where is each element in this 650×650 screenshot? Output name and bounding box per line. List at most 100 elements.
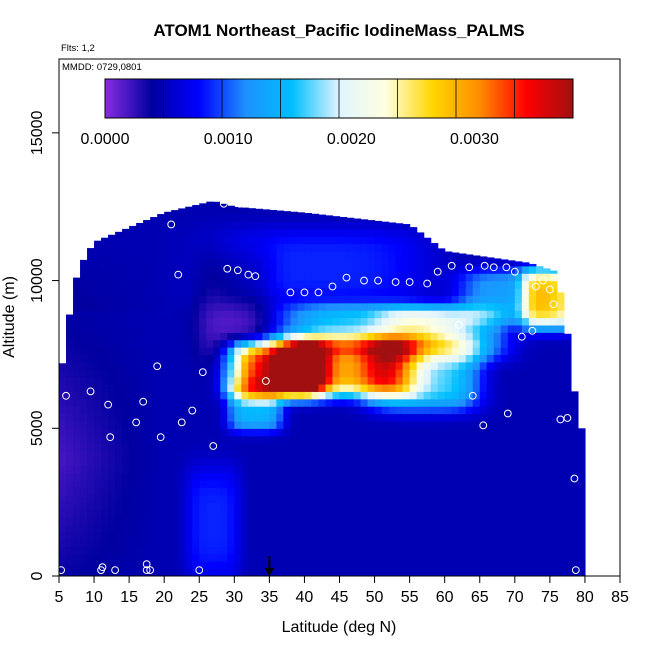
heatmap-cell [164,465,172,474]
heatmap-cell [367,339,376,348]
heatmap-cell [311,561,320,570]
heatmap-cell [101,568,109,576]
heatmap-cell [241,465,249,474]
heatmap-cell [423,443,432,452]
heatmap-cell [283,273,292,282]
heatmap-cell [206,524,214,533]
heatmap-cell [199,203,207,208]
heatmap-cell [234,561,242,570]
heatmap-cell [297,243,306,252]
x-axis: 5 10 15 20 25 30 35 40 45 50 55 60 65 70 75 80 85 [55,576,629,606]
heatmap-cell [409,546,418,555]
heatmap-cell [171,524,179,533]
heatmap-cell [570,443,579,452]
heatmap-cell [304,524,313,533]
heatmap-cell [514,457,523,466]
heatmap-cell [493,310,502,319]
heatmap-cell [290,347,299,356]
heatmap-cell [122,553,130,562]
heatmap-cell [318,487,327,496]
heatmap-cell [472,509,481,518]
heatmap-cell [388,502,397,511]
heatmap-cell [353,450,362,459]
heatmap-cell [444,361,453,370]
heatmap-cell [346,465,355,474]
heatmap-cell [458,450,467,459]
heatmap-cell [402,546,411,555]
heatmap-cell [94,413,102,422]
x-tick-label: 80 [576,589,594,606]
heatmap-cell [143,435,151,444]
heatmap-cell [311,524,320,533]
heatmap-cell [535,391,544,400]
heatmap-cell [374,494,383,503]
heatmap-cell [59,568,67,576]
heatmap-cell [94,435,102,444]
heatmap-cell [549,465,558,474]
heatmap-cell [381,383,390,392]
heatmap-cell [304,553,313,562]
heatmap-cell [213,324,221,333]
heatmap-cell [192,413,200,422]
heatmap-cell [241,251,249,260]
heatmap-cell [458,502,467,511]
heatmap-cell [325,487,334,496]
heatmap-cell [416,413,425,422]
heatmap-cell [409,369,418,378]
heatmap-cell [535,487,544,496]
heatmap-cell [164,383,172,392]
heatmap-cell [451,258,460,267]
heatmap-cell [339,339,348,348]
heatmap-cell [325,561,334,570]
heatmap-cell [437,302,446,311]
heatmap-cell [150,398,158,407]
heatmap-cell [479,361,488,370]
heatmap-cell [241,228,249,237]
heatmap-cell [332,539,341,548]
heatmap-cell [444,398,453,407]
heatmap-cell [157,265,165,274]
heatmap-cell [220,435,228,444]
heatmap-cell [108,539,116,548]
heatmap-cell [563,383,572,392]
heatmap-cell [206,398,214,407]
heatmap-cell [248,317,256,326]
heatmap-cell [185,206,193,215]
heatmap-cell [178,509,186,518]
heatmap-cell [136,324,144,333]
heatmap-cell [444,428,453,437]
heatmap-cell [409,302,418,311]
heatmap-cell [430,280,439,289]
heatmap-cell [283,258,292,267]
heatmap-cell [206,221,214,230]
heatmap-cell [199,295,207,304]
heatmap-cell [570,546,579,555]
heatmap-cell [570,487,579,496]
heatmap-cell [297,465,306,474]
heatmap-cell [318,317,327,326]
heatmap-cell [122,383,130,392]
heatmap-cell [409,227,418,230]
heatmap-cell [87,479,95,488]
heatmap-cell [94,302,102,311]
heatmap-cell [143,502,151,511]
heatmap-cell [59,561,67,570]
heatmap-cell [500,383,509,392]
heatmap-cell [178,295,186,304]
heatmap-cell [493,435,502,444]
heatmap-cell [514,568,523,576]
heatmap-cell [94,553,102,562]
heatmap-cell [143,531,151,540]
sample-point [517,332,526,341]
heatmap-cell [409,376,418,385]
heatmap-cell [185,354,193,363]
heatmap-cell [339,216,348,223]
heatmap-cell [87,287,95,296]
heatmap-cell [241,516,249,525]
sample-point [98,563,107,572]
heatmap-cell [115,391,123,400]
heatmap-cell [374,287,383,296]
heatmap-cell [283,280,292,289]
heatmap-cell [451,472,460,481]
heatmap-cell [381,280,390,289]
